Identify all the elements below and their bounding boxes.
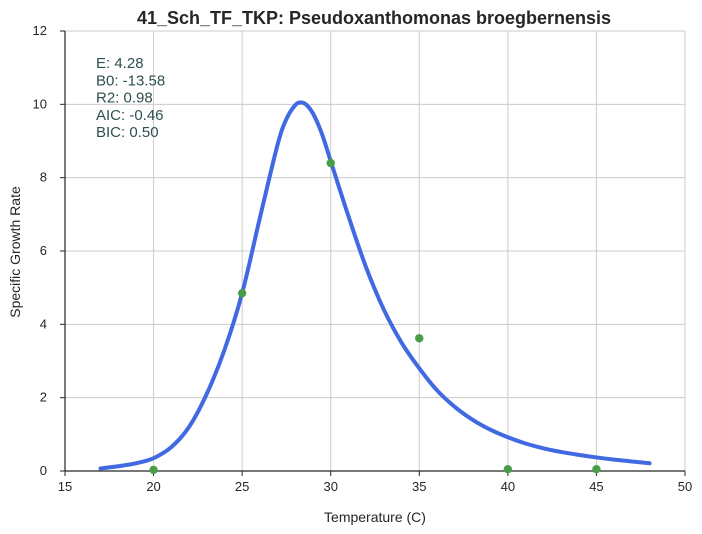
x-axis-label: Temperature (C) [324,509,426,525]
y-tick-label: 2 [40,390,47,405]
y-tick-label: 8 [40,170,47,185]
x-tick-label: 50 [678,479,692,494]
y-tick-label: 10 [33,96,47,111]
fit-statistic-line: B0: -13.58 [96,72,165,89]
axes [60,30,686,476]
x-tick-label: 40 [501,479,515,494]
y-tick-label: 0 [40,463,47,478]
x-tick-label: 25 [235,479,249,494]
fit-statistic-line: E: 4.28 [96,55,144,72]
y-tick-label: 6 [40,243,47,258]
fit-curve-line [98,100,652,471]
data-point [415,334,424,343]
data-point [592,464,601,474]
x-tick-label: 30 [323,479,337,494]
x-tick-label: 45 [589,479,603,494]
x-tick-label: 35 [412,479,426,494]
fit-statistic-line: BIC: 0.50 [96,124,159,141]
data-point [237,288,247,298]
data-point [326,158,335,168]
grid-lines [65,30,686,471]
y-tick-label: 4 [40,316,47,331]
fit-statistic-line: R2: 0.98 [96,90,153,107]
chart-title: 41_Sch_TF_TKP: Pseudoxanthomonas broegbe… [137,8,611,28]
x-tick-label: 20 [146,479,160,494]
y-axis-label: Specific Growth Rate [7,186,23,318]
y-tick-label: 12 [33,23,47,38]
data-point [149,465,158,475]
fit-statistic-line: AIC: -0.46 [96,107,164,124]
data-point [503,464,513,474]
tick-labels: 15 20 25 30 35 40 45 50 0 2 4 6 8 10 12 [33,23,693,494]
data-points [149,158,601,475]
x-tick-label: 15 [58,479,72,494]
